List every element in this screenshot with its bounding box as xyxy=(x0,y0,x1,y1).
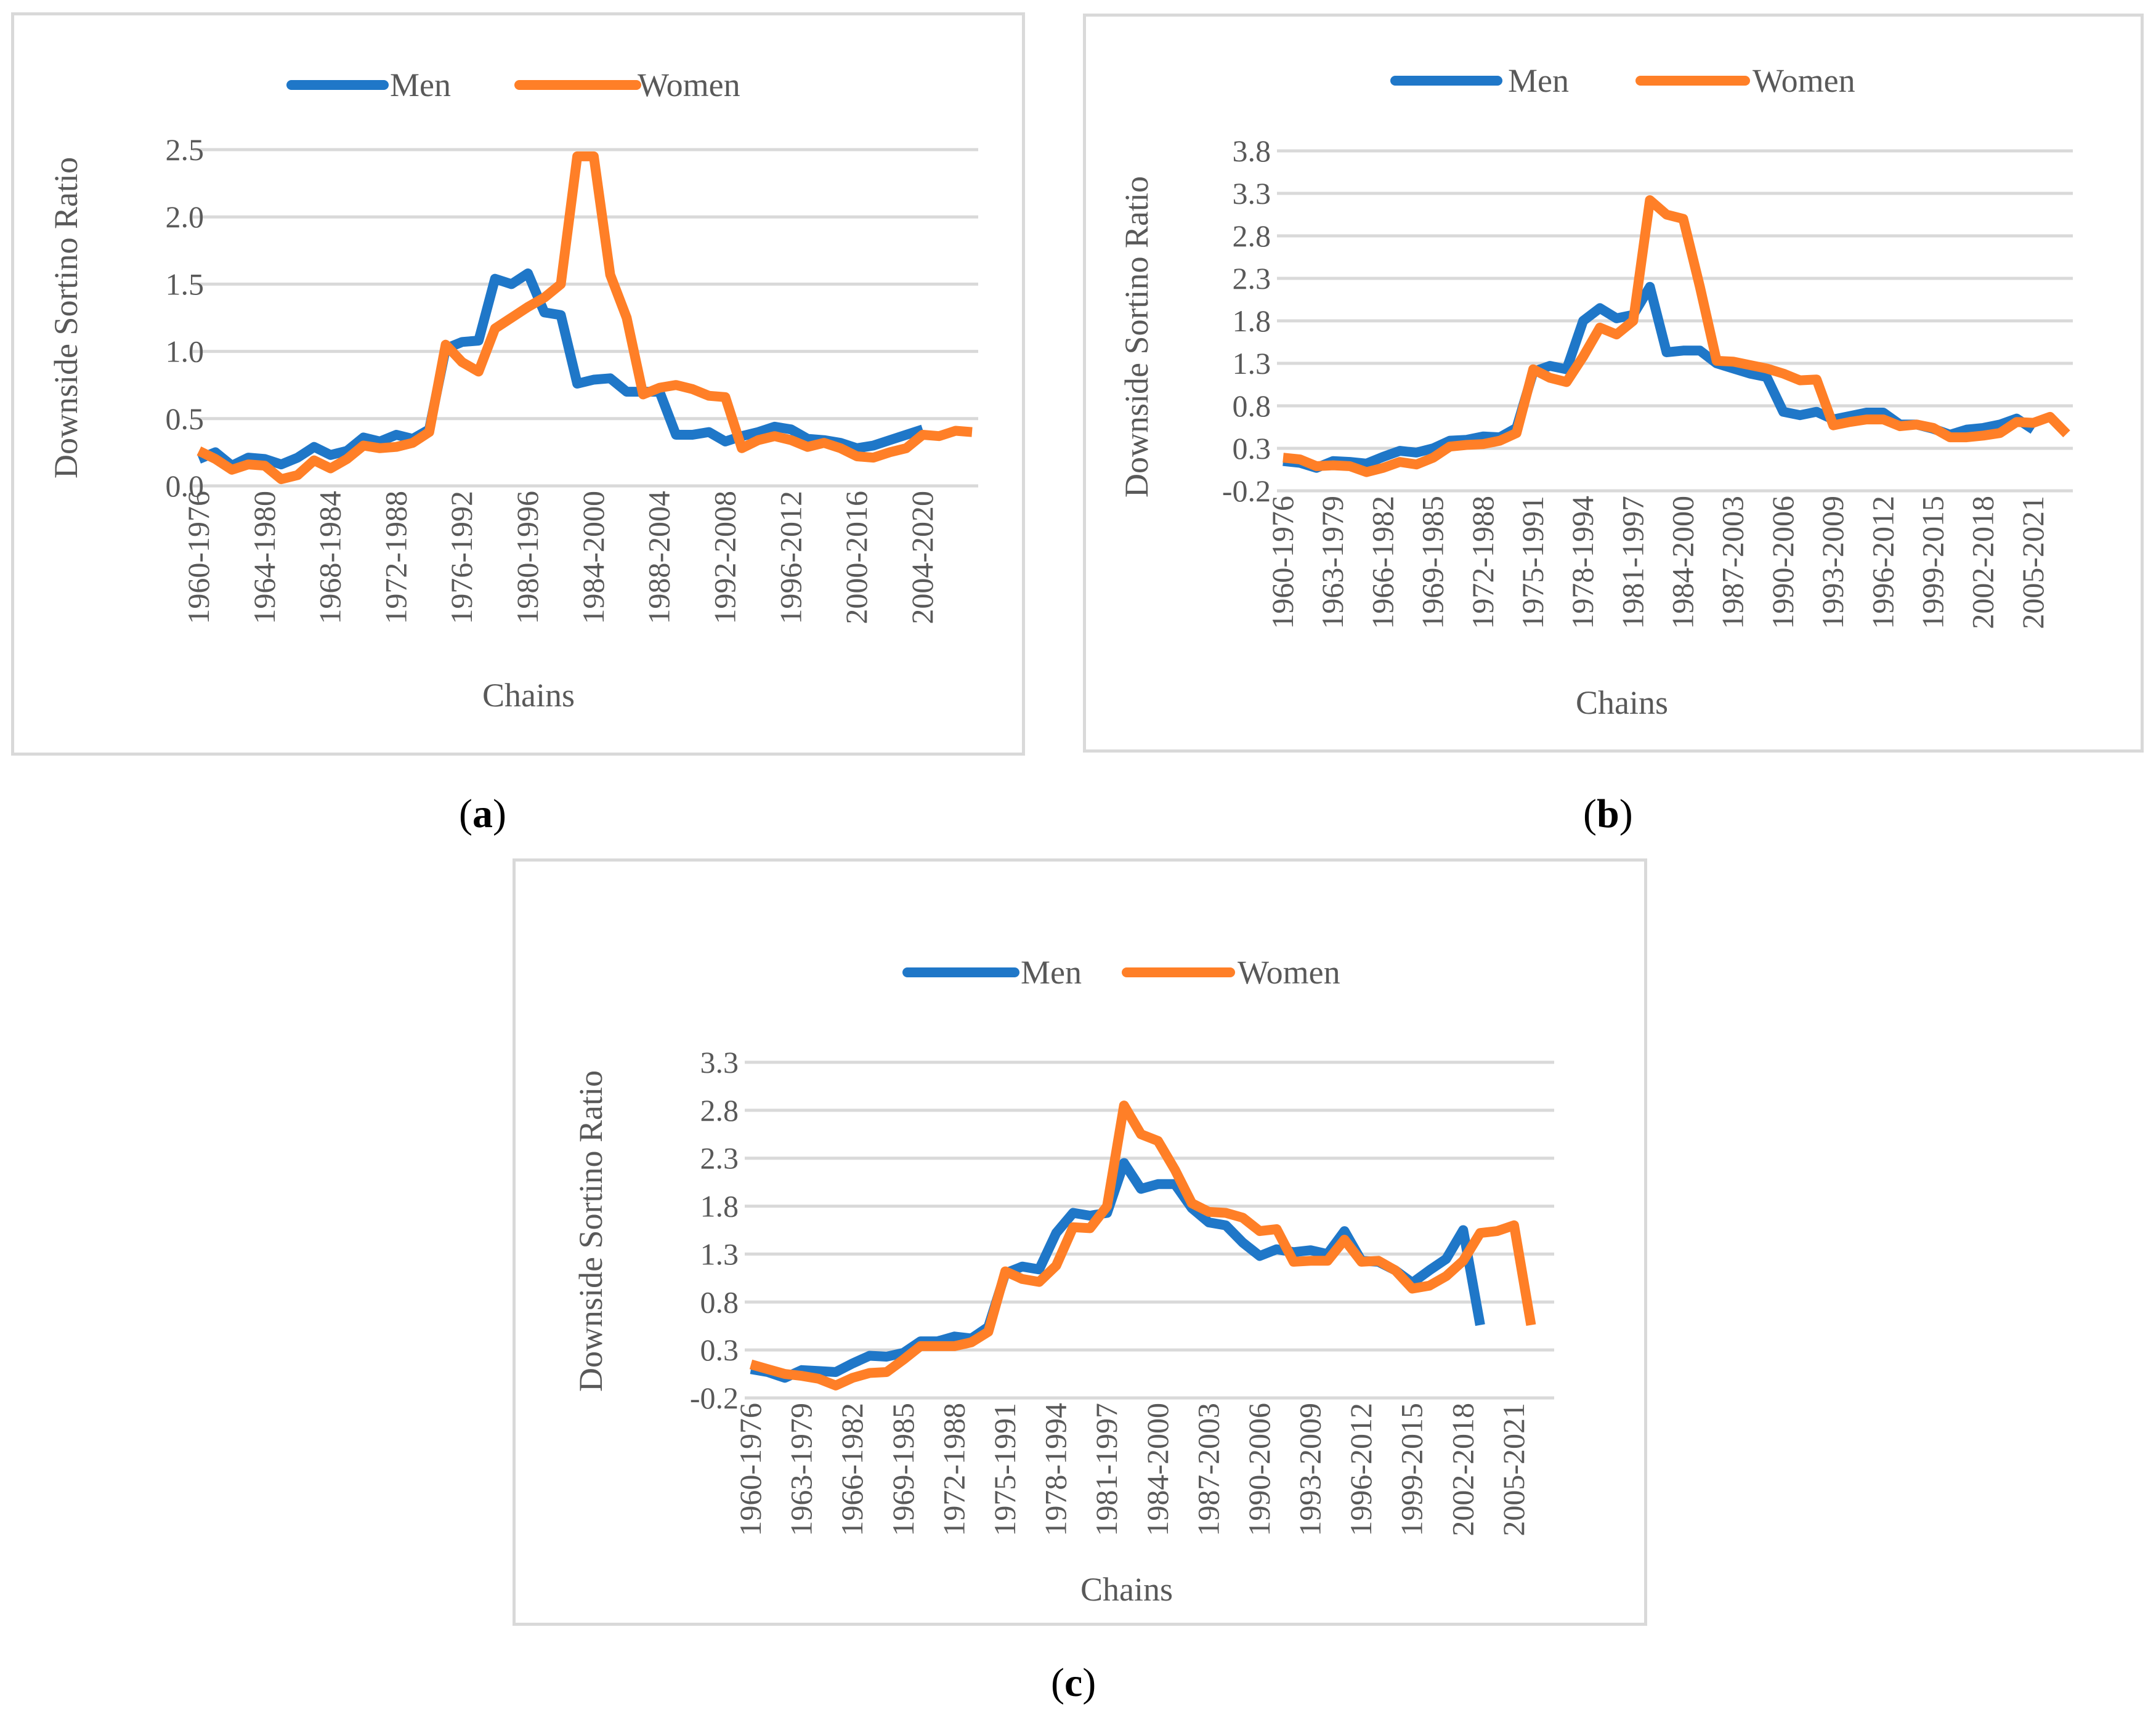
x-tick-label: 1960-1976 xyxy=(181,491,216,624)
x-tick-label: 1981-1997 xyxy=(1615,496,1650,629)
y-tick-label: 2.3 xyxy=(1233,261,1271,296)
y-tick-label: 1.3 xyxy=(700,1237,739,1271)
y-tick-label: 0.0 xyxy=(166,469,205,503)
x-tick-label: 1984-2000 xyxy=(576,491,610,624)
men-series-line xyxy=(197,268,925,471)
x-tick-label: 1972-1988 xyxy=(936,1403,971,1536)
x-tick-label: 2002-2018 xyxy=(1966,496,2000,629)
chart-a-svg: 0.0 0.5 1.0 1.5 2.0 2.5 1960-1976 1964-1980 1968… xyxy=(47,67,978,714)
men-series-line xyxy=(1283,281,2036,473)
x-tick-label: 1993-2009 xyxy=(1293,1403,1327,1536)
x-tick-label: 1987-2003 xyxy=(1191,1403,1225,1536)
x-tick-label: 1996-2012 xyxy=(773,491,808,624)
legend-women-label: Women xyxy=(638,67,740,103)
x-tick-label: 1996-2012 xyxy=(1865,496,1900,629)
x-tick-label: 1988-2004 xyxy=(642,491,676,624)
legend-men-label: Men xyxy=(390,67,451,103)
y-tick-label: -0.2 xyxy=(690,1381,739,1415)
x-tick-label: 1972-1988 xyxy=(1465,496,1500,629)
legend-men-label: Men xyxy=(1508,62,1569,99)
y-tick-label: -0.2 xyxy=(1222,474,1271,508)
y-tick-label: 1.8 xyxy=(1233,304,1271,338)
x-tick-label: 1990-2006 xyxy=(1765,496,1800,629)
chart-panel-a: 0.0 0.5 1.0 1.5 2.0 2.5 1960-1976 1964-1980 1968… xyxy=(11,12,1025,756)
x-tick-label: 1981-1997 xyxy=(1089,1403,1124,1536)
x-tick-label: 1969-1985 xyxy=(886,1403,920,1536)
x-tick-label: 1972-1988 xyxy=(378,491,413,624)
x-tick-label: 1960-1976 xyxy=(733,1403,768,1536)
y-axis-title: Downside Sortino Ratio xyxy=(47,157,84,478)
x-tick-label: 1993-2009 xyxy=(1815,496,1850,629)
women-series-line xyxy=(1283,195,2070,477)
x-tick-label: 2002-2018 xyxy=(1445,1403,1480,1536)
y-tick-label: 2.5 xyxy=(166,132,205,167)
chart-panel-c: -0.2 0.3 0.8 1.3 1.8 2.3 2.8 3.3 1960-1976 1963-1… xyxy=(513,858,1647,1626)
x-tick-label: 1987-2003 xyxy=(1716,496,1750,629)
x-tick-label: 1980-1996 xyxy=(510,491,545,624)
y-tick-label: 0.8 xyxy=(1233,389,1271,423)
y-tick-label: 1.8 xyxy=(700,1189,739,1224)
caption-c: (c) xyxy=(1051,1660,1096,1705)
x-tick-label: 1960-1976 xyxy=(1265,496,1300,629)
x-tick-label: 1966-1982 xyxy=(1365,496,1400,629)
x-tick-label: 2005-2021 xyxy=(1496,1403,1531,1536)
y-tick-label: 2.0 xyxy=(166,200,205,234)
x-tick-label: 2005-2021 xyxy=(2016,496,2050,629)
x-tick-label: 1992-2008 xyxy=(707,491,742,624)
x-axis-title: Chains xyxy=(1080,1571,1173,1608)
women-series-line xyxy=(197,151,973,485)
x-tick-label: 1978-1994 xyxy=(1039,1403,1073,1536)
x-tick-label: 2004-2020 xyxy=(905,491,939,624)
x-tick-label: 1990-2006 xyxy=(1242,1403,1276,1536)
x-tick-label: 1999-2015 xyxy=(1915,496,1950,629)
x-tick-label: 1966-1982 xyxy=(835,1403,869,1536)
y-tick-label: 2.3 xyxy=(700,1141,739,1176)
y-tick-label: 3.3 xyxy=(1233,176,1271,211)
legend-men-label: Men xyxy=(1021,954,1082,991)
x-tick-label: 1963-1979 xyxy=(784,1403,819,1536)
y-tick-label: 2.8 xyxy=(1233,219,1271,253)
x-tick-label: 1964-1980 xyxy=(247,491,282,624)
y-tick-label: 0.3 xyxy=(1233,431,1271,466)
x-tick-label: 1968-1984 xyxy=(313,491,347,624)
women-series-line xyxy=(749,1100,1536,1391)
y-tick-label: 1.5 xyxy=(166,267,205,301)
x-tick-label: 1999-2015 xyxy=(1395,1403,1429,1536)
y-tick-label: 2.8 xyxy=(700,1093,739,1128)
x-tick-label: 1975-1991 xyxy=(1515,496,1550,629)
x-tick-label: 1984-2000 xyxy=(1666,496,1700,629)
caption-a: (a) xyxy=(459,791,506,836)
x-tick-label: 1984-2000 xyxy=(1140,1403,1175,1536)
chart-b-svg: -0.2 0.3 0.8 1.3 1.8 2.3 2.8 3.3 3.8 1960-1976 196… xyxy=(1118,62,2073,721)
x-axis-title: Chains xyxy=(1576,684,1668,721)
legend-women-label: Women xyxy=(1753,62,1855,99)
men-series-line xyxy=(750,1158,1485,1383)
y-tick-label: 0.5 xyxy=(166,402,205,436)
x-tick-label: 2000-2016 xyxy=(839,491,873,624)
y-tick-label: 1.3 xyxy=(1233,346,1271,381)
y-tick-label: 1.0 xyxy=(166,334,205,369)
y-axis-title: Downside Sortino Ratio xyxy=(1118,176,1155,498)
y-tick-label: 0.3 xyxy=(700,1333,739,1367)
x-tick-label: 1996-2012 xyxy=(1343,1403,1378,1536)
x-tick-label: 1969-1985 xyxy=(1416,496,1450,629)
y-tick-label: 0.8 xyxy=(700,1285,739,1319)
x-tick-label: 1975-1991 xyxy=(987,1403,1022,1536)
x-tick-label: 1978-1994 xyxy=(1565,496,1600,629)
y-tick-label: 3.8 xyxy=(1233,134,1271,168)
legend-women-label: Women xyxy=(1238,954,1340,991)
y-axis-title: Downside Sortino Ratio xyxy=(572,1070,609,1392)
x-axis-title: Chains xyxy=(482,677,575,714)
y-tick-label: 3.3 xyxy=(700,1045,739,1080)
chart-panel-b: -0.2 0.3 0.8 1.3 1.8 2.3 2.8 3.3 3.8 1960-1976 196… xyxy=(1083,14,2144,753)
x-tick-label: 1963-1979 xyxy=(1315,496,1350,629)
x-tick-label: 1976-1992 xyxy=(444,491,479,624)
caption-b: (b) xyxy=(1583,791,1633,836)
chart-c-svg: -0.2 0.3 0.8 1.3 1.8 2.3 2.8 3.3 1960-1976 1963-1… xyxy=(572,954,1554,1608)
